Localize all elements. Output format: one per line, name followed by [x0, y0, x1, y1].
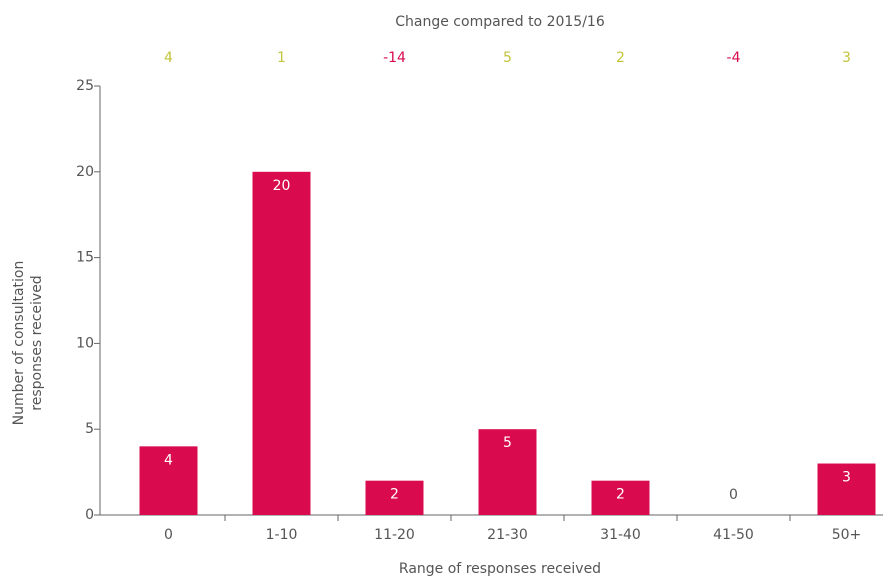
change-label: -4: [727, 50, 741, 66]
bar: [252, 171, 311, 516]
data-label: 20: [273, 178, 291, 194]
y-tick-label: 0: [85, 507, 94, 523]
y-tick-label: 10: [76, 335, 94, 351]
bar: [591, 480, 650, 515]
y-axis-title: Number of consultation responses receive…: [11, 261, 45, 426]
x-axis-title: Range of responses received: [399, 561, 601, 577]
y-axis-title-line: Number of consultation: [11, 261, 27, 426]
bar: [139, 446, 198, 515]
x-tick-label: 11-20: [374, 527, 415, 543]
y-axis-title-line: responses received: [29, 275, 45, 410]
y-tick-label: 25: [76, 78, 94, 94]
x-tick-label: 21-30: [487, 527, 528, 543]
x-tick-label: 0: [164, 527, 173, 543]
y-tick-label: 5: [85, 421, 94, 437]
bar: [365, 480, 424, 515]
data-label: 2: [390, 487, 399, 503]
change-label: -14: [383, 50, 406, 66]
bar: [817, 463, 876, 515]
change-label: 3: [842, 50, 851, 66]
data-label: 5: [503, 435, 512, 451]
data-label: 4: [164, 452, 173, 468]
data-label: 2: [616, 487, 625, 503]
x-tick-label: 1-10: [266, 527, 298, 543]
bar: [478, 429, 537, 515]
x-tick-label: 31-40: [600, 527, 641, 543]
change-label: 4: [164, 50, 173, 66]
change-label: 2: [616, 50, 625, 66]
y-tick-label: 15: [76, 250, 94, 266]
data-label: 0: [729, 487, 738, 503]
x-tick-label: 41-50: [713, 527, 754, 543]
change-label: 5: [503, 50, 512, 66]
y-tick-label: 20: [76, 164, 94, 180]
x-tick-label: 50+: [832, 527, 862, 543]
data-label: 3: [842, 470, 851, 486]
change-label: 1: [277, 50, 286, 66]
chart-title: Change compared to 2015/16: [395, 14, 605, 30]
